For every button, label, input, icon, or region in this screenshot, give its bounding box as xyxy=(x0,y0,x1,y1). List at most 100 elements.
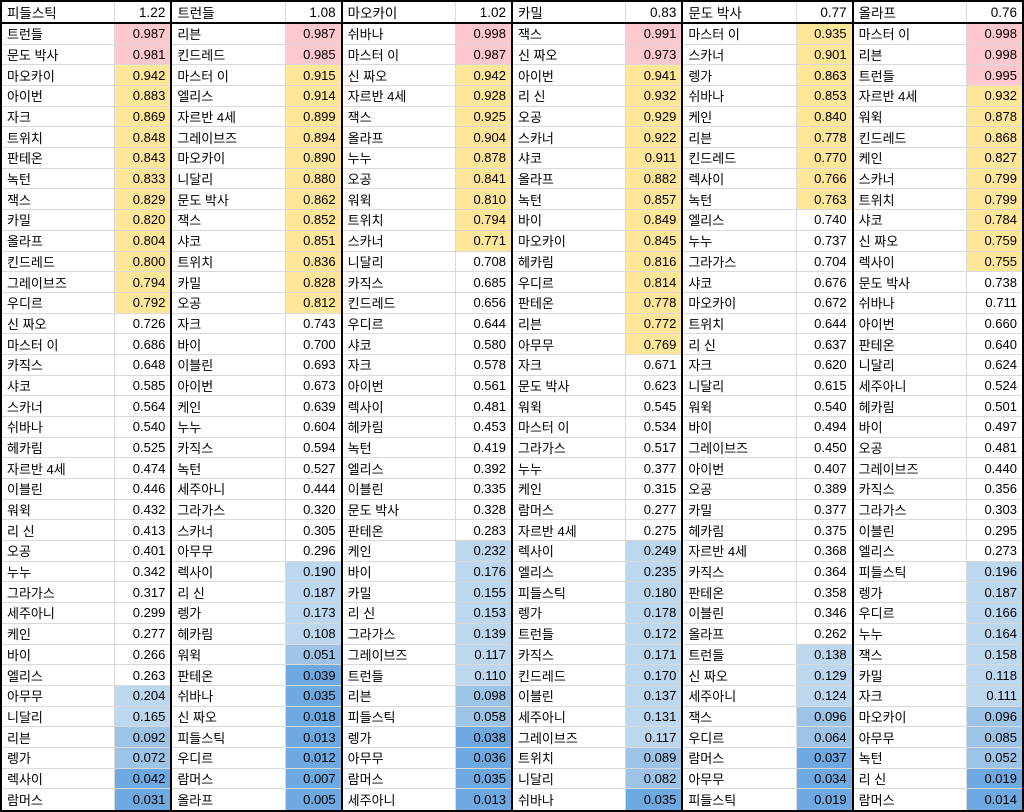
champion-name-cell[interactable]: 카밀 xyxy=(172,272,286,292)
champion-name-cell[interactable]: 카직스 xyxy=(512,644,627,665)
synergy-value-cell[interactable]: 0.594 xyxy=(285,437,341,458)
synergy-value-cell[interactable]: 0.277 xyxy=(626,499,682,520)
synergy-value-cell[interactable]: 0.440 xyxy=(966,458,1022,479)
champion-name-cell[interactable]: 누누 xyxy=(172,416,286,437)
champion-name-cell[interactable]: 헤카림 xyxy=(342,416,456,437)
synergy-value-cell[interactable]: 0.985 xyxy=(285,44,341,65)
synergy-value-cell[interactable]: 0.035 xyxy=(626,789,682,810)
champion-name-cell[interactable]: 우디르 xyxy=(512,272,627,292)
champion-name-cell[interactable]: 카직스 xyxy=(683,561,797,582)
champion-name-cell[interactable]: 쉬바나 xyxy=(172,685,286,706)
synergy-value-cell[interactable]: 0.037 xyxy=(796,747,852,768)
champion-name-cell[interactable]: 아이번 xyxy=(172,375,286,396)
champion-name-cell[interactable]: 리븐 xyxy=(342,685,456,706)
synergy-value-cell[interactable]: 0.170 xyxy=(626,665,682,685)
synergy-value-cell[interactable]: 0.377 xyxy=(626,458,682,479)
champion-name-cell[interactable]: 그라가스 xyxy=(172,499,286,520)
synergy-value-cell[interactable]: 0.178 xyxy=(626,603,682,623)
champion-name-cell[interactable]: 렉사이 xyxy=(2,768,116,789)
champion-name-cell[interactable]: 마오카이 xyxy=(683,292,797,313)
champion-name-cell[interactable]: 리 신 xyxy=(853,768,967,789)
synergy-value-cell[interactable]: 0.190 xyxy=(285,561,341,582)
column-header-champion-cell[interactable]: 카밀 xyxy=(512,2,627,22)
champion-name-cell[interactable]: 아이번 xyxy=(342,375,456,396)
synergy-value-cell[interactable]: 0.878 xyxy=(455,148,511,168)
champion-name-cell[interactable]: 리븐 xyxy=(683,127,797,148)
champion-name-cell[interactable]: 자크 xyxy=(172,313,286,334)
champion-name-cell[interactable]: 카밀 xyxy=(853,665,967,685)
synergy-value-cell[interactable]: 0.450 xyxy=(796,437,852,458)
champion-name-cell[interactable]: 이블린 xyxy=(342,479,456,499)
synergy-value-cell[interactable]: 0.648 xyxy=(115,354,171,375)
champion-name-cell[interactable]: 녹턴 xyxy=(853,747,967,768)
synergy-value-cell[interactable]: 0.364 xyxy=(796,561,852,582)
champion-name-cell[interactable]: 우디르 xyxy=(2,292,116,313)
synergy-value-cell[interactable]: 0.941 xyxy=(626,65,682,86)
synergy-value-cell[interactable]: 0.058 xyxy=(455,706,511,727)
champion-name-cell[interactable]: 자크 xyxy=(512,354,627,375)
champion-name-cell[interactable]: 리 신 xyxy=(172,582,286,603)
synergy-value-cell[interactable]: 0.262 xyxy=(796,623,852,644)
champion-name-cell[interactable]: 자크 xyxy=(853,685,967,706)
champion-name-cell[interactable]: 니달리 xyxy=(512,768,627,789)
champion-name-cell[interactable]: 트런들 xyxy=(342,665,456,685)
champion-name-cell[interactable]: 우디르 xyxy=(683,727,797,747)
champion-name-cell[interactable]: 피들스틱 xyxy=(853,561,967,582)
column-header-champion-cell[interactable]: 트런들 xyxy=(172,2,286,22)
champion-name-cell[interactable]: 자크 xyxy=(683,354,797,375)
champion-name-cell[interactable]: 니달리 xyxy=(683,375,797,396)
champion-name-cell[interactable]: 세주아니 xyxy=(683,685,797,706)
synergy-value-cell[interactable]: 0.356 xyxy=(966,479,1022,499)
champion-name-cell[interactable]: 올라프 xyxy=(2,230,116,251)
synergy-value-cell[interactable]: 0.019 xyxy=(966,768,1022,789)
champion-name-cell[interactable]: 그라가스 xyxy=(342,623,456,644)
champion-name-cell[interactable]: 세주아니 xyxy=(342,789,456,810)
synergy-value-cell[interactable]: 0.187 xyxy=(285,582,341,603)
champion-name-cell[interactable]: 람머스 xyxy=(2,789,116,810)
synergy-value-cell[interactable]: 0.358 xyxy=(796,582,852,603)
champion-name-cell[interactable]: 오공 xyxy=(512,106,627,127)
champion-name-cell[interactable]: 헤카림 xyxy=(512,251,627,272)
synergy-value-cell[interactable]: 0.172 xyxy=(626,623,682,644)
synergy-value-cell[interactable]: 0.620 xyxy=(796,354,852,375)
synergy-value-cell[interactable]: 0.766 xyxy=(796,168,852,189)
champion-name-cell[interactable]: 트위치 xyxy=(512,747,627,768)
synergy-value-cell[interactable]: 0.700 xyxy=(285,334,341,354)
synergy-value-cell[interactable]: 0.851 xyxy=(285,230,341,251)
synergy-value-cell[interactable]: 0.303 xyxy=(966,499,1022,520)
synergy-value-cell[interactable]: 0.137 xyxy=(626,685,682,706)
champion-name-cell[interactable]: 케인 xyxy=(853,148,967,168)
synergy-value-cell[interactable]: 0.901 xyxy=(796,44,852,65)
synergy-value-cell[interactable]: 0.561 xyxy=(455,375,511,396)
synergy-value-cell[interactable]: 0.738 xyxy=(966,272,1022,292)
synergy-value-cell[interactable]: 0.778 xyxy=(626,292,682,313)
synergy-value-cell[interactable]: 0.672 xyxy=(796,292,852,313)
champion-name-cell[interactable]: 누누 xyxy=(512,458,627,479)
champion-name-cell[interactable]: 렉사이 xyxy=(853,251,967,272)
champion-name-cell[interactable]: 누누 xyxy=(683,230,797,251)
synergy-value-cell[interactable]: 0.392 xyxy=(455,458,511,479)
champion-name-cell[interactable]: 샤코 xyxy=(512,148,627,168)
champion-name-cell[interactable]: 그레이브즈 xyxy=(853,458,967,479)
champion-name-cell[interactable]: 이블린 xyxy=(2,479,116,499)
synergy-value-cell[interactable]: 0.315 xyxy=(626,479,682,499)
synergy-value-cell[interactable]: 0.693 xyxy=(285,354,341,375)
column-header-score-cell[interactable]: 1.02 xyxy=(479,4,506,20)
synergy-value-cell[interactable]: 0.501 xyxy=(966,396,1022,416)
synergy-value-cell[interactable]: 0.013 xyxy=(285,727,341,747)
synergy-value-cell[interactable]: 0.868 xyxy=(966,127,1022,148)
champion-name-cell[interactable]: 잭스 xyxy=(2,189,116,210)
synergy-value-cell[interactable]: 0.196 xyxy=(966,561,1022,582)
synergy-value-cell[interactable]: 0.843 xyxy=(115,148,171,168)
synergy-value-cell[interactable]: 0.899 xyxy=(285,106,341,127)
synergy-value-cell[interactable]: 0.862 xyxy=(285,189,341,210)
synergy-value-cell[interactable]: 0.072 xyxy=(115,747,171,768)
champion-name-cell[interactable]: 세주아니 xyxy=(853,375,967,396)
synergy-value-cell[interactable]: 0.453 xyxy=(455,416,511,437)
champion-name-cell[interactable]: 바이 xyxy=(172,334,286,354)
synergy-value-cell[interactable]: 0.929 xyxy=(626,106,682,127)
synergy-value-cell[interactable]: 0.166 xyxy=(966,603,1022,623)
synergy-value-cell[interactable]: 0.763 xyxy=(796,189,852,210)
synergy-value-cell[interactable]: 0.176 xyxy=(455,561,511,582)
synergy-value-cell[interactable]: 0.676 xyxy=(796,272,852,292)
